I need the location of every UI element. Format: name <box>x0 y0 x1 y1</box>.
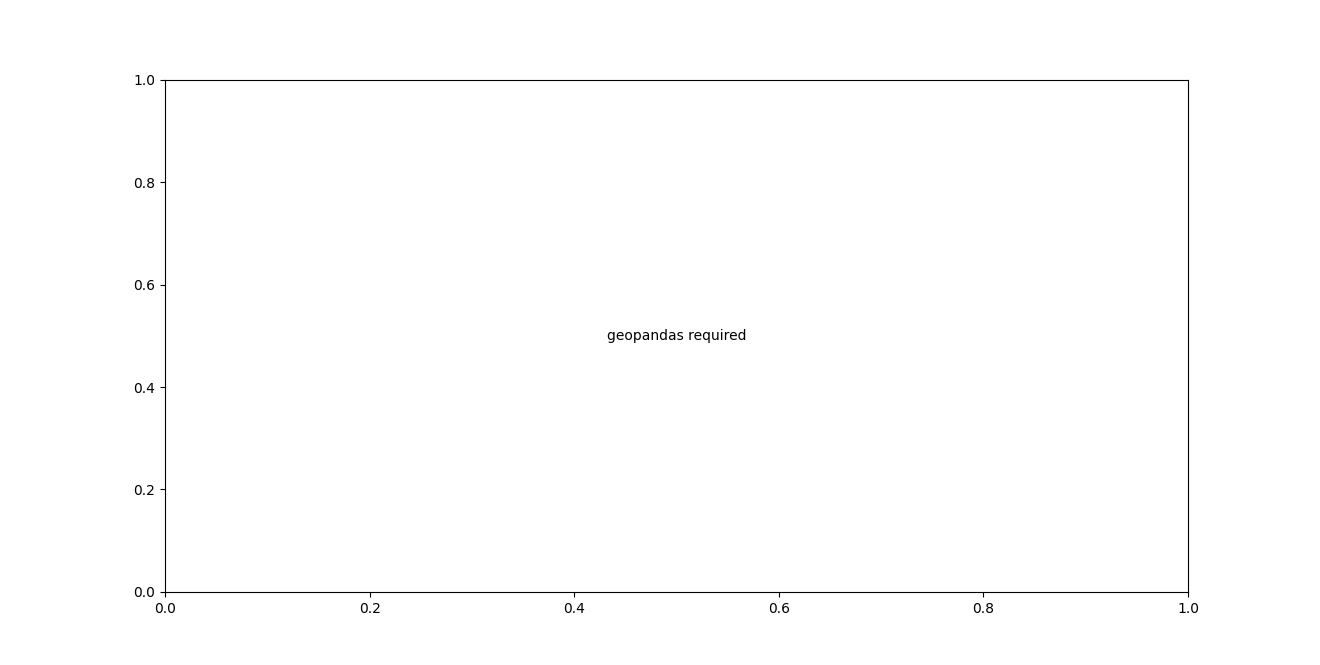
Text: geopandas required: geopandas required <box>607 329 746 343</box>
